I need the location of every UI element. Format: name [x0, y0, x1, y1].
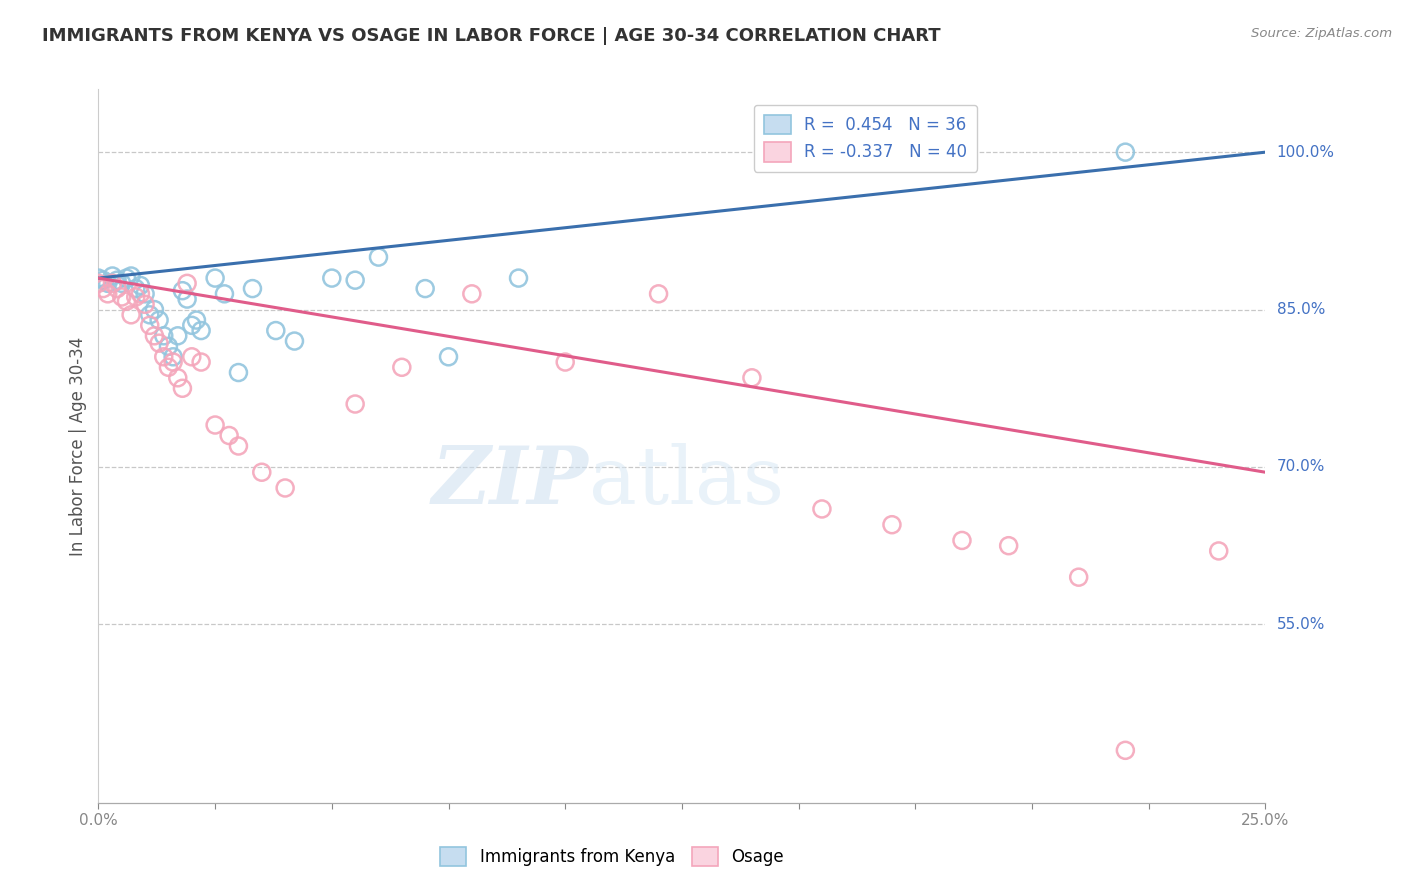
Point — [413, 282, 436, 296]
Point — [120, 308, 142, 322]
Point — [101, 277, 124, 291]
Point — [162, 355, 184, 369]
Point — [139, 308, 162, 322]
Point — [242, 282, 264, 296]
Point — [1114, 743, 1136, 757]
Point — [950, 533, 973, 548]
Point — [250, 465, 273, 479]
Y-axis label: In Labor Force | Age 30-34: In Labor Force | Age 30-34 — [69, 336, 87, 556]
Point — [157, 339, 180, 353]
Point — [186, 313, 208, 327]
Text: 70.0%: 70.0% — [1277, 459, 1324, 475]
Point — [134, 286, 156, 301]
Text: ZIP: ZIP — [432, 443, 589, 520]
Point — [129, 278, 152, 293]
Point — [115, 271, 138, 285]
Point — [143, 302, 166, 317]
Text: atlas: atlas — [589, 442, 783, 521]
Point — [461, 286, 484, 301]
Point — [166, 328, 188, 343]
Point — [214, 286, 236, 301]
Point — [190, 355, 212, 369]
Point — [172, 381, 194, 395]
Point — [152, 328, 174, 343]
Point — [647, 286, 669, 301]
Point — [344, 273, 367, 287]
Point — [125, 282, 148, 296]
Point — [148, 336, 170, 351]
Point — [437, 350, 460, 364]
Point — [811, 502, 834, 516]
Point — [508, 271, 530, 285]
Point — [741, 371, 763, 385]
Point — [139, 318, 162, 333]
Point — [218, 428, 240, 442]
Point — [87, 271, 110, 285]
Point — [125, 290, 148, 304]
Text: Source: ZipAtlas.com: Source: ZipAtlas.com — [1251, 27, 1392, 40]
Point — [87, 277, 110, 291]
Point — [264, 324, 287, 338]
Point — [880, 517, 903, 532]
Point — [554, 355, 576, 369]
Point — [172, 284, 194, 298]
Point — [391, 360, 413, 375]
Point — [129, 286, 152, 301]
Point — [344, 397, 367, 411]
Point — [190, 324, 212, 338]
Point — [91, 282, 114, 296]
Point — [367, 250, 389, 264]
Point — [105, 273, 128, 287]
Text: IMMIGRANTS FROM KENYA VS OSAGE IN LABOR FORCE | AGE 30-34 CORRELATION CHART: IMMIGRANTS FROM KENYA VS OSAGE IN LABOR … — [42, 27, 941, 45]
Point — [176, 292, 198, 306]
Point — [148, 313, 170, 327]
Legend: Immigrants from Kenya, Osage: Immigrants from Kenya, Osage — [433, 840, 790, 873]
Point — [97, 277, 120, 291]
Point — [274, 481, 297, 495]
Point — [228, 366, 250, 380]
Point — [111, 277, 134, 291]
Point — [115, 294, 138, 309]
Point — [166, 371, 188, 385]
Point — [162, 350, 184, 364]
Point — [143, 328, 166, 343]
Point — [111, 290, 134, 304]
Point — [101, 268, 124, 283]
Point — [120, 268, 142, 283]
Point — [1067, 570, 1090, 584]
Point — [134, 297, 156, 311]
Point — [283, 334, 305, 348]
Point — [204, 271, 226, 285]
Point — [180, 350, 202, 364]
Text: 85.0%: 85.0% — [1277, 302, 1324, 317]
Point — [180, 318, 202, 333]
Point — [176, 277, 198, 291]
Text: 100.0%: 100.0% — [1277, 145, 1334, 160]
Text: 55.0%: 55.0% — [1277, 617, 1324, 632]
Point — [105, 282, 128, 296]
Point — [91, 273, 114, 287]
Point — [321, 271, 343, 285]
Point — [1114, 145, 1136, 160]
Point — [997, 539, 1019, 553]
Point — [228, 439, 250, 453]
Point — [1208, 544, 1230, 558]
Point — [97, 286, 120, 301]
Point — [204, 417, 226, 432]
Point — [157, 360, 180, 375]
Point — [152, 350, 174, 364]
